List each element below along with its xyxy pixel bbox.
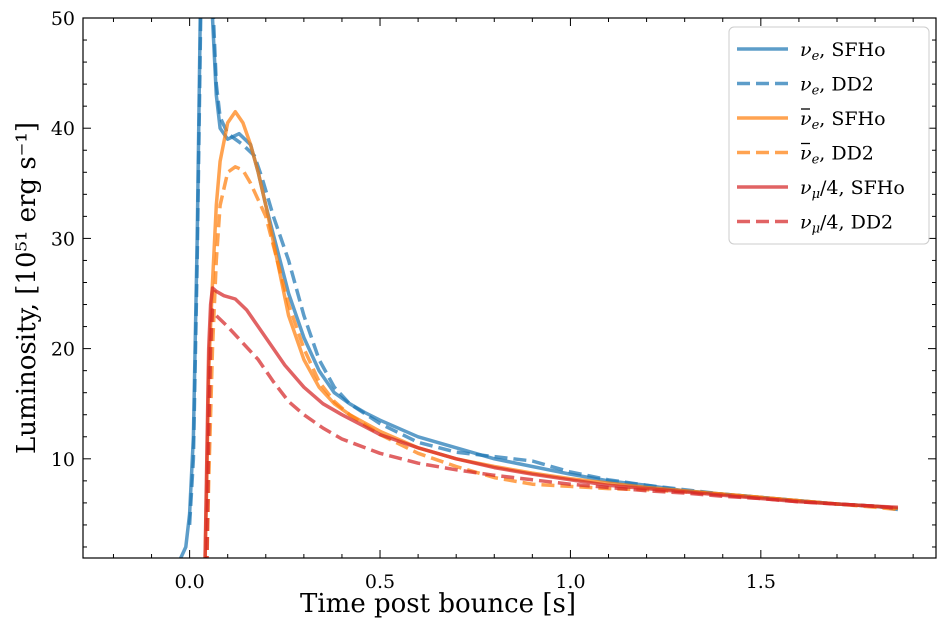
legend-label: νe, SFHo [800, 39, 886, 64]
legend: νe, SFHo νe, DD2 νe, SFHo νe, DD2 νμ/4, SFHo… [728, 26, 930, 245]
x-tick-label: 1.5 [746, 571, 776, 593]
y-axis-title: Luminosity, [10⁵¹ erg s⁻¹] [12, 122, 42, 454]
y-tick-label: 40 [51, 118, 75, 140]
y-tick-label: 30 [51, 228, 75, 250]
legend-label: νμ/4, DD2 [800, 212, 893, 237]
plot-frame [82, 17, 937, 559]
series-line-6 [205, 308, 899, 558]
x-axis-title: Time post bounce [s] [300, 589, 576, 619]
y-tick-label: 20 [51, 339, 75, 361]
legend-label: νe, SFHo [800, 108, 886, 133]
ticks-group: 0.0 0.5 1.0 1.5 10 20 30 40 50 [51, 8, 936, 593]
legend-box [728, 26, 930, 245]
legend-label: νμ/4, SFHo [800, 177, 905, 202]
x-tick-label: 1.0 [555, 571, 585, 593]
y-tick-label: 10 [51, 449, 75, 471]
x-tick-label: 0.5 [365, 571, 395, 593]
x-tick-label: 0.0 [175, 571, 205, 593]
curves-group [178, 18, 899, 558]
legend-label: νe, DD2 [800, 74, 874, 99]
legend-label: νe, DD2 [800, 143, 874, 168]
y-tick-label: 50 [51, 8, 75, 30]
